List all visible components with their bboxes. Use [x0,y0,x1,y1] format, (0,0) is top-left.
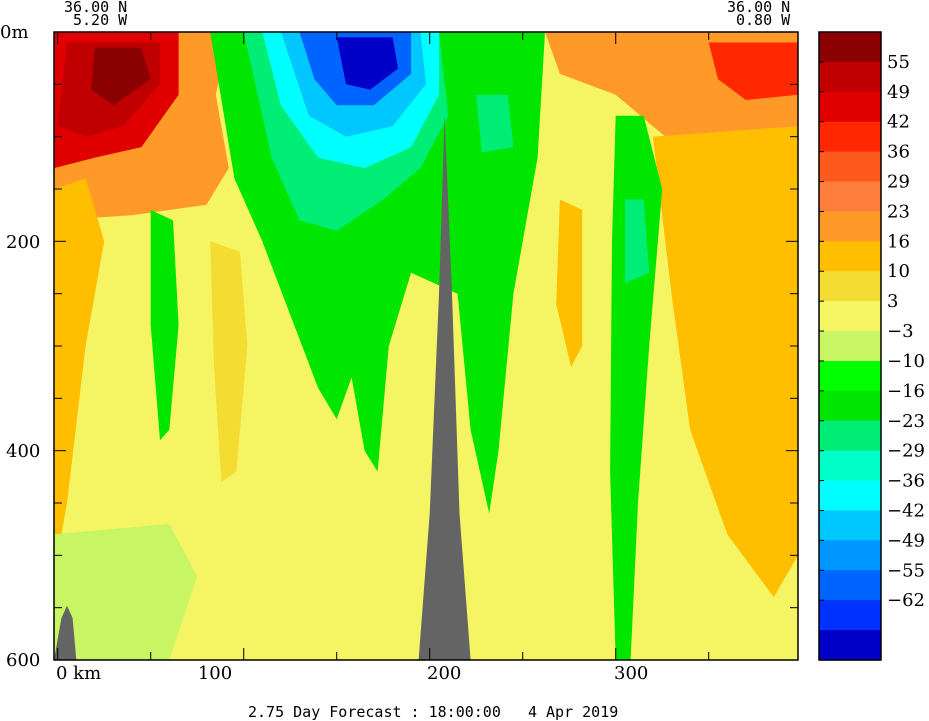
colorbar-label: −10 [887,351,925,372]
contour-regions [54,32,798,660]
x-tick-label-0: 0 km [56,663,101,684]
region-teal-right-spot [625,199,650,284]
corner-right-lon: 0.80 W [736,11,791,29]
colorbar-label: 10 [887,261,910,282]
colorbar-swatch [819,630,881,661]
colorbar-label: −29 [887,441,925,462]
colorbar-label: 42 [887,112,910,133]
corner-left-lon: 5.20 W [73,11,128,29]
colorbar-swatch [819,331,881,362]
region-upper-left-deep-red [91,47,151,106]
y-tick-label-200: 200 [6,232,40,253]
region-right-orange-plume [652,126,798,598]
region-green-lower-band [54,523,198,660]
region-upper-right-red [708,42,798,100]
colorbar-swatch [819,91,881,123]
colorbar [819,32,881,661]
colorbar-swatch [819,510,881,541]
forecast-caption: 2.75 Day Forecast : 18:00:00 4 Apr 2019 [248,703,618,721]
x-tick-label-300: 300 [614,663,648,684]
y-tick-label-600: 600 [6,650,40,671]
region-yellow-lower-mid [243,398,412,660]
colorbar-label: 55 [887,52,910,73]
region-teal-right-of-ridge [476,94,514,153]
colorbar-label: 49 [887,82,910,103]
colorbar-label: −42 [887,501,925,522]
terrain-left-seamount [54,605,77,660]
region-mid-orange-column [210,241,248,483]
terrain-layer [54,115,471,660]
colorbar-label: −36 [887,471,925,492]
x-tick-label-200: 200 [427,663,461,684]
axis-ticks [54,31,798,661]
region-left-orange-column [54,178,105,577]
colorbar-label: −49 [887,530,925,551]
colorbar-swatch [819,420,881,452]
colorbar-labels: 55 49 42 36 29 23 16 10 3 −3 −10 −16 −23 −29 −36 −42 −49… [819,52,925,611]
colorbar-label: −55 [887,560,925,581]
colorbar-label: 3 [887,291,898,312]
colorbar-swatch [819,360,881,392]
colorbar-swatch [819,480,881,512]
colorbar-label: 16 [887,231,910,252]
region-dark-blue-core [336,37,399,90]
y-tick-label-400: 400 [6,441,40,462]
colorbar-label: 23 [887,201,910,222]
colorbar-label: 36 [887,142,910,163]
colorbar-swatch [819,241,881,272]
colorbar-swatch [819,540,881,571]
y-tick-label-0: 0m [0,22,29,43]
colorbar-swatch [819,61,881,93]
colorbar-label: −23 [887,411,925,432]
colorbar-swatch [819,151,881,183]
colorbar-swatch [819,301,881,332]
colorbar-swatch [819,570,881,601]
colorbar-frame [818,31,882,661]
colorbar-label: 29 [887,172,910,193]
colorbar-label: −16 [887,381,925,402]
colorbar-swatch [819,181,881,213]
corner-right-lat: 36.00 N [727,0,790,16]
colorbar-swatch [819,121,881,153]
terrain-central-ridge [418,115,471,660]
colorbar-label: −3 [887,321,914,342]
colorbar-label: −62 [887,590,925,611]
colorbar-swatch [819,271,881,302]
region-orange-right-column [556,199,583,367]
region-green-left-column [150,209,179,441]
corner-left-lat: 36.00 N [64,0,127,16]
region-green-right-column [610,115,663,660]
colorbar-swatch [819,390,881,422]
colorbar-swatch [819,600,881,631]
colorbar-swatch [819,450,881,482]
colorbar-swatch [819,211,881,242]
colorbar-swatch [819,32,881,63]
x-tick-label-100: 100 [198,663,232,684]
